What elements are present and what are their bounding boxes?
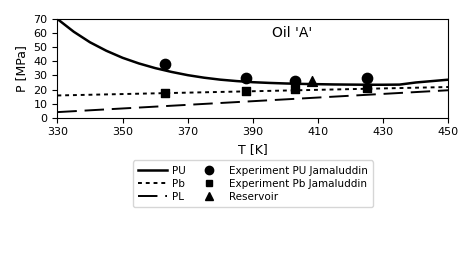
- Point: [292, 87, 299, 91]
- Point: [243, 76, 250, 80]
- Text: Oil 'A': Oil 'A': [273, 26, 313, 40]
- Legend: PU, Pb, PL, Experiment PU Jamaluddin, Experiment Pb Jamaluddin, Reservoir: PU, Pb, PL, Experiment PU Jamaluddin, Ex…: [133, 161, 373, 207]
- Point: [161, 91, 169, 96]
- Point: [363, 75, 371, 80]
- Y-axis label: P [MPa]: P [MPa]: [15, 45, 28, 92]
- X-axis label: T [K]: T [K]: [238, 143, 268, 156]
- Point: [292, 79, 299, 83]
- Point: [161, 62, 169, 66]
- Point: [243, 89, 250, 93]
- Point: [363, 86, 371, 90]
- Point: [308, 79, 315, 83]
